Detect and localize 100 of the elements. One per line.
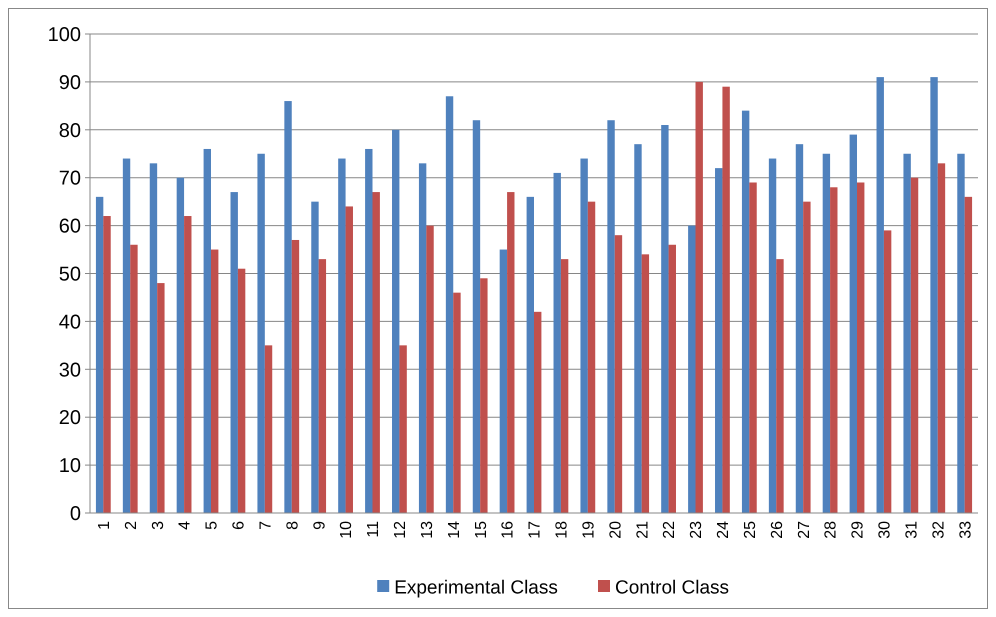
bar xyxy=(580,158,588,513)
x-tick-label: 33 xyxy=(957,520,974,539)
x-tick-label: 7 xyxy=(257,520,274,530)
bar xyxy=(311,202,319,513)
bar xyxy=(822,154,830,513)
x-tick-label: 2 xyxy=(122,520,140,530)
x-tick-label: 14 xyxy=(446,520,463,539)
bar xyxy=(472,120,480,513)
bar xyxy=(210,250,218,513)
bar xyxy=(850,134,858,513)
y-tick-label: 70 xyxy=(58,168,81,190)
bar xyxy=(446,96,454,513)
bar xyxy=(768,158,776,513)
bar xyxy=(418,163,426,513)
x-tick-label: 19 xyxy=(580,520,598,539)
x-tick-label: 5 xyxy=(204,520,221,530)
bar xyxy=(964,196,972,513)
bar xyxy=(392,130,400,513)
bar xyxy=(150,163,158,513)
bar xyxy=(796,144,804,513)
bar xyxy=(588,202,596,513)
bar xyxy=(238,268,246,513)
bar xyxy=(480,278,488,513)
bar xyxy=(534,312,542,513)
x-tick-label: 26 xyxy=(768,520,786,539)
bar xyxy=(614,235,622,513)
bar xyxy=(554,172,561,513)
bar xyxy=(264,345,272,513)
bar xyxy=(157,283,165,513)
x-tick-label: 28 xyxy=(822,520,840,539)
bar xyxy=(365,148,372,513)
bar xyxy=(634,144,642,513)
x-tick-label: 3 xyxy=(150,520,167,530)
x-tick-label: 23 xyxy=(688,520,706,539)
bar xyxy=(372,192,380,513)
bar xyxy=(176,178,184,513)
bar xyxy=(910,178,918,513)
x-tick-label: 15 xyxy=(472,520,490,539)
x-tick-label: 32 xyxy=(930,520,948,539)
y-tick-label: 0 xyxy=(70,503,81,525)
x-tick-label: 22 xyxy=(661,520,678,539)
bar xyxy=(668,244,676,513)
bar xyxy=(338,158,346,513)
bar xyxy=(749,182,757,513)
y-tick-label: 90 xyxy=(58,72,81,94)
x-tick-label: 25 xyxy=(742,520,759,539)
x-tick-label: 18 xyxy=(554,520,571,539)
x-tick-label: 16 xyxy=(500,520,517,539)
y-tick-label: 50 xyxy=(58,264,81,286)
bar xyxy=(830,187,838,513)
y-tick-label: 20 xyxy=(58,407,81,430)
bar xyxy=(857,182,864,513)
x-tick-label: 21 xyxy=(634,520,652,539)
x-tick-label: 31 xyxy=(903,520,920,539)
x-tick-label: 4 xyxy=(176,520,194,530)
bar xyxy=(876,77,884,513)
bar xyxy=(642,254,650,513)
x-tick-label: 13 xyxy=(418,520,436,539)
x-tick-label: 30 xyxy=(876,520,894,539)
y-tick-label: 60 xyxy=(58,216,81,238)
x-tick-label: 11 xyxy=(365,520,382,538)
bar xyxy=(560,259,568,513)
x-tick-label: 20 xyxy=(607,520,624,539)
bar xyxy=(903,154,911,513)
bar xyxy=(318,259,326,513)
x-tick-label: 8 xyxy=(284,520,302,530)
bar xyxy=(776,259,784,513)
bar xyxy=(346,206,353,513)
y-tick-label: 100 xyxy=(48,24,81,46)
bar xyxy=(930,77,938,513)
bar xyxy=(426,226,434,513)
x-tick-label: 27 xyxy=(796,520,813,539)
y-tick-label: 80 xyxy=(58,120,81,142)
legend-label: Control Class xyxy=(615,578,730,599)
bar xyxy=(884,230,892,513)
bar xyxy=(284,101,292,513)
bar xyxy=(715,168,722,513)
x-tick-label: 24 xyxy=(715,520,732,539)
y-tick-label: 40 xyxy=(58,311,81,334)
bar xyxy=(184,216,192,513)
bar xyxy=(130,244,138,513)
bar xyxy=(257,154,265,513)
bar xyxy=(696,82,703,513)
bar xyxy=(204,148,211,513)
bar xyxy=(507,192,514,513)
x-tick-label: 29 xyxy=(850,520,867,539)
x-tick-label: 17 xyxy=(526,520,544,539)
bar xyxy=(230,192,238,513)
y-tick-label: 10 xyxy=(58,455,81,478)
bar xyxy=(688,226,696,513)
bar xyxy=(722,86,730,513)
bar xyxy=(607,120,615,513)
bar xyxy=(96,196,104,513)
bar xyxy=(103,216,111,513)
bar xyxy=(292,240,300,513)
legend-label: Experimental Class xyxy=(394,578,558,599)
x-tick-label: 6 xyxy=(230,520,248,530)
bar xyxy=(500,250,508,513)
bar xyxy=(661,125,669,513)
bar xyxy=(122,158,130,513)
